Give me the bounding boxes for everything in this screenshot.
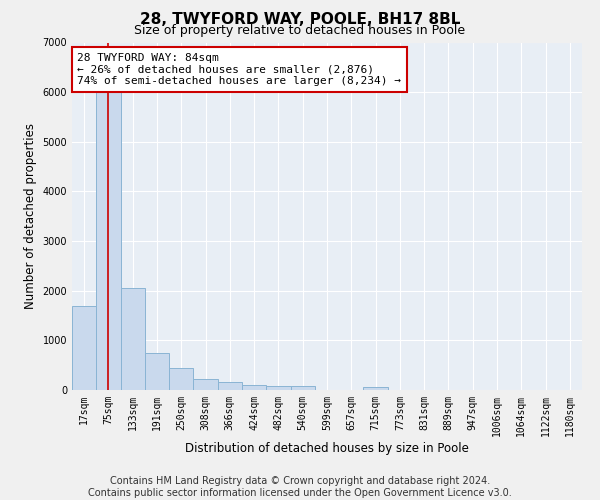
X-axis label: Distribution of detached houses by size in Poole: Distribution of detached houses by size … [185,442,469,454]
Bar [121,288,145,390]
Bar [72,306,96,390]
Bar [169,368,193,390]
Bar [145,353,169,390]
Text: 28 TWYFORD WAY: 84sqm
← 26% of detached houses are smaller (2,876)
74% of semi-d: 28 TWYFORD WAY: 84sqm ← 26% of detached … [77,53,401,86]
Bar [290,386,315,390]
Text: 28, TWYFORD WAY, POOLE, BH17 8BL: 28, TWYFORD WAY, POOLE, BH17 8BL [140,12,460,28]
Bar [193,378,218,390]
Text: Size of property relative to detached houses in Poole: Size of property relative to detached ho… [134,24,466,37]
Bar [242,385,266,390]
Bar [96,82,121,390]
Text: Contains HM Land Registry data © Crown copyright and database right 2024.
Contai: Contains HM Land Registry data © Crown c… [88,476,512,498]
Bar [364,388,388,390]
Y-axis label: Number of detached properties: Number of detached properties [24,123,37,309]
Bar [218,382,242,390]
Bar [266,386,290,390]
